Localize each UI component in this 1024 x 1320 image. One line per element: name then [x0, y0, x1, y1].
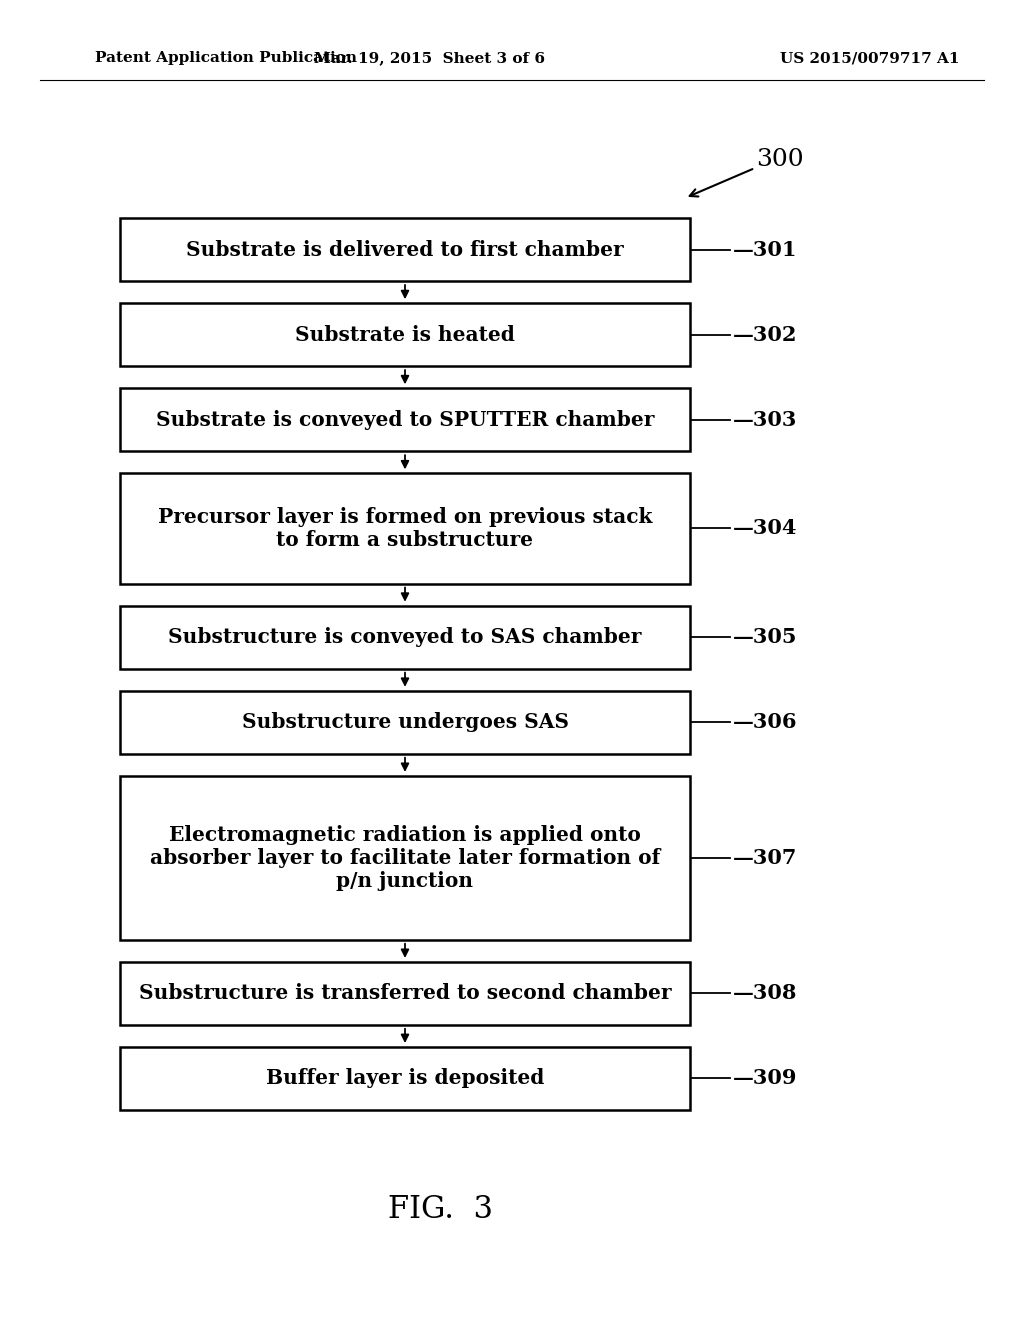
Bar — [120, 388, 690, 451]
Bar — [120, 962, 690, 1024]
Bar — [120, 218, 690, 281]
Text: —308: —308 — [733, 983, 798, 1003]
Text: 300: 300 — [756, 149, 804, 172]
Bar — [120, 1047, 690, 1110]
Text: Buffer layer is deposited: Buffer layer is deposited — [266, 1068, 544, 1089]
Text: Substrate is conveyed to SPUTTER chamber: Substrate is conveyed to SPUTTER chamber — [156, 409, 654, 430]
Text: —306: —306 — [733, 713, 798, 733]
Bar — [120, 776, 690, 940]
Bar — [120, 690, 690, 754]
Bar — [120, 606, 690, 669]
Text: Substructure is transferred to second chamber: Substructure is transferred to second ch… — [138, 983, 672, 1003]
Text: —303: —303 — [733, 409, 798, 430]
Bar — [120, 304, 690, 366]
Text: Electromagnetic radiation is applied onto
absorber layer to facilitate later for: Electromagnetic radiation is applied ont… — [150, 825, 660, 891]
Text: Mar. 19, 2015  Sheet 3 of 6: Mar. 19, 2015 Sheet 3 of 6 — [314, 51, 546, 65]
Bar — [120, 474, 690, 583]
Text: —301: —301 — [733, 239, 798, 260]
Text: —304: —304 — [733, 519, 798, 539]
Text: —302: —302 — [733, 325, 798, 345]
Text: —307: —307 — [733, 847, 798, 867]
Text: —305: —305 — [733, 627, 798, 647]
Text: US 2015/0079717 A1: US 2015/0079717 A1 — [780, 51, 959, 65]
Text: Substructure is conveyed to SAS chamber: Substructure is conveyed to SAS chamber — [168, 627, 642, 647]
Text: Substrate is heated: Substrate is heated — [295, 325, 515, 345]
Text: FIG.  3: FIG. 3 — [387, 1195, 493, 1225]
Text: Precursor layer is formed on previous stack
to form a substructure: Precursor layer is formed on previous st… — [158, 507, 652, 550]
Text: Patent Application Publication: Patent Application Publication — [95, 51, 357, 65]
Text: Substrate is delivered to first chamber: Substrate is delivered to first chamber — [186, 239, 624, 260]
Text: Substructure undergoes SAS: Substructure undergoes SAS — [242, 713, 568, 733]
Text: —309: —309 — [733, 1068, 798, 1089]
